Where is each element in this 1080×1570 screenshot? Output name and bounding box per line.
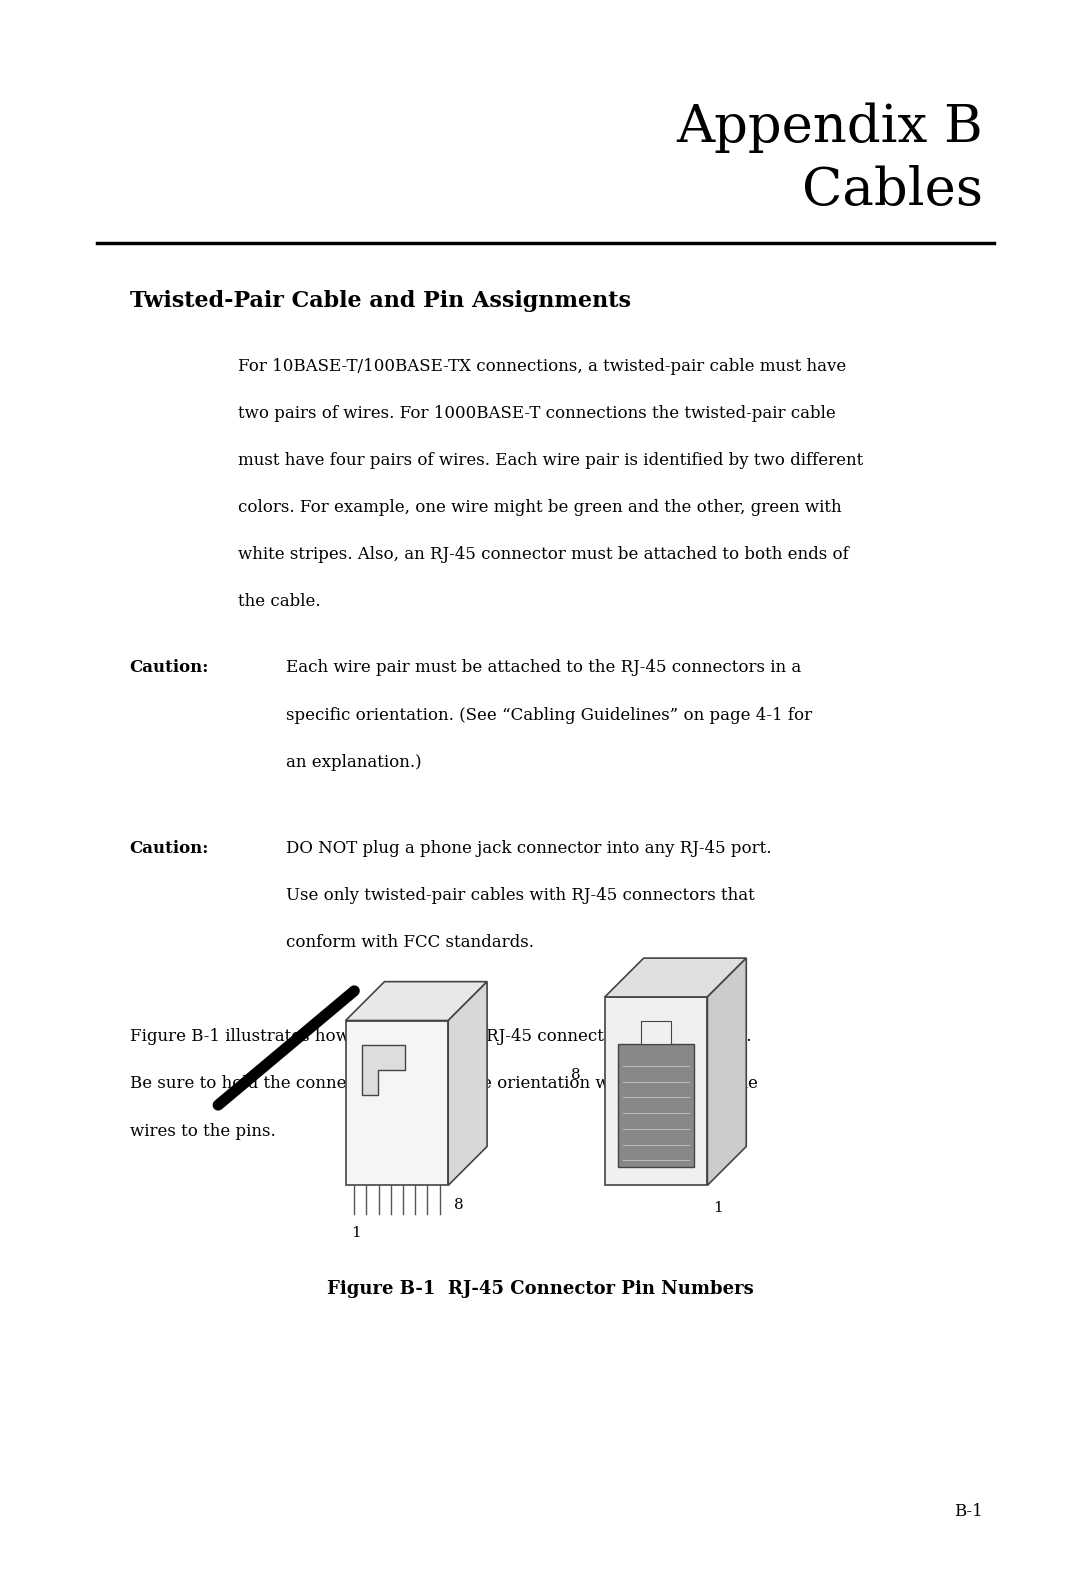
Text: Appendix B: Appendix B [676,102,983,152]
Polygon shape [618,1044,694,1167]
Text: must have four pairs of wires. Each wire pair is identified by two different: must have four pairs of wires. Each wire… [238,452,863,469]
Text: B-1: B-1 [954,1502,983,1520]
Text: Caution:: Caution: [130,840,208,857]
Text: two pairs of wires. For 1000BASE-T connections the twisted-pair cable: two pairs of wires. For 1000BASE-T conne… [238,405,835,422]
Text: Use only twisted-pair cables with RJ-45 connectors that: Use only twisted-pair cables with RJ-45 … [286,887,755,904]
Polygon shape [605,958,746,997]
Polygon shape [640,1020,672,1044]
Text: DO NOT plug a phone jack connector into any RJ-45 port.: DO NOT plug a phone jack connector into … [286,840,772,857]
Text: Twisted-Pair Cable and Pin Assignments: Twisted-Pair Cable and Pin Assignments [130,290,631,312]
Polygon shape [448,981,487,1185]
Polygon shape [346,981,487,1020]
Text: 8: 8 [571,1068,581,1082]
Text: 1: 1 [351,1226,362,1240]
Polygon shape [605,997,707,1185]
Text: Figure B-1  RJ-45 Connector Pin Numbers: Figure B-1 RJ-45 Connector Pin Numbers [326,1280,754,1297]
Text: specific orientation. (See “Cabling Guidelines” on page 4-1 for: specific orientation. (See “Cabling Guid… [286,706,812,724]
Text: the cable.: the cable. [238,593,321,611]
Text: Each wire pair must be attached to the RJ-45 connectors in a: Each wire pair must be attached to the R… [286,659,801,677]
Text: 1: 1 [713,1201,723,1215]
Text: conform with FCC standards.: conform with FCC standards. [286,934,535,951]
Text: Be sure to hold the connectors in the same orientation when attaching the: Be sure to hold the connectors in the sa… [130,1075,757,1093]
Text: Cables: Cables [801,165,983,215]
Text: white stripes. Also, an RJ-45 connector must be attached to both ends of: white stripes. Also, an RJ-45 connector … [238,546,849,564]
Polygon shape [707,958,746,1185]
Text: an explanation.): an explanation.) [286,754,422,771]
Text: For 10BASE-T/100BASE-TX connections, a twisted-pair cable must have: For 10BASE-T/100BASE-TX connections, a t… [238,358,846,375]
Text: Figure B-1 illustrates how the pins on the RJ-45 connector are numbered.: Figure B-1 illustrates how the pins on t… [130,1028,751,1046]
Polygon shape [362,1046,405,1094]
Text: Caution:: Caution: [130,659,208,677]
Text: 8: 8 [454,1198,463,1212]
Text: colors. For example, one wire might be green and the other, green with: colors. For example, one wire might be g… [238,499,841,517]
Text: wires to the pins.: wires to the pins. [130,1123,275,1140]
Polygon shape [346,1020,448,1185]
